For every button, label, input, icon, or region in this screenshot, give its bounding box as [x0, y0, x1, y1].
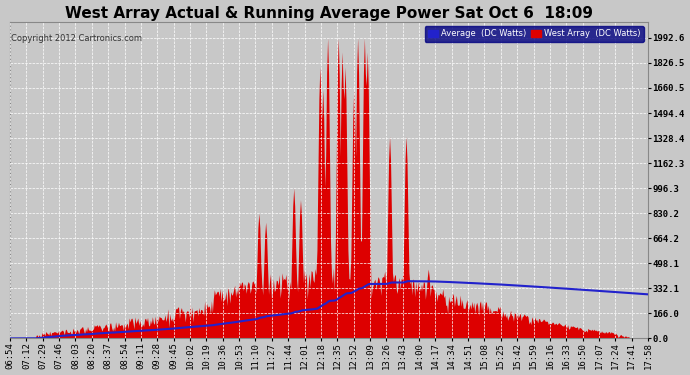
Text: Copyright 2012 Cartronics.com: Copyright 2012 Cartronics.com	[11, 34, 142, 44]
Legend: Average  (DC Watts), West Array  (DC Watts): Average (DC Watts), West Array (DC Watts…	[424, 26, 644, 42]
Title: West Array Actual & Running Average Power Sat Oct 6  18:09: West Array Actual & Running Average Powe…	[65, 6, 593, 21]
